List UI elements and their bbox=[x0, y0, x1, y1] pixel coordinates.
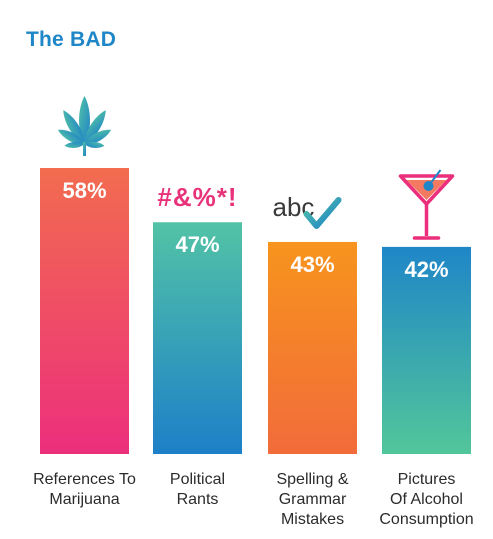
value-label-1: 58% bbox=[62, 178, 106, 203]
bar-4 bbox=[382, 246, 471, 454]
chart-title: The BAD bbox=[26, 28, 117, 51]
abc-check-icon: abc bbox=[273, 192, 342, 229]
bar-2 bbox=[153, 222, 242, 454]
bar-1 bbox=[40, 168, 129, 454]
category-label-4: Pictures Of Alcohol Consumption bbox=[379, 471, 473, 528]
value-label-4: 42% bbox=[404, 257, 448, 282]
cannabis-leaf-icon bbox=[58, 96, 111, 156]
value-label-3: 43% bbox=[290, 252, 334, 277]
category-label-2: Political Rants bbox=[170, 471, 225, 508]
value-label-2: 47% bbox=[175, 232, 219, 257]
curse-symbols-icon: #&%*! bbox=[157, 182, 237, 212]
category-label-1: References To Marijuana bbox=[33, 471, 136, 508]
martini-icon bbox=[398, 169, 455, 240]
category-label-3: Spelling & Grammar Mistakes bbox=[276, 471, 348, 528]
bar-3 bbox=[268, 241, 357, 454]
